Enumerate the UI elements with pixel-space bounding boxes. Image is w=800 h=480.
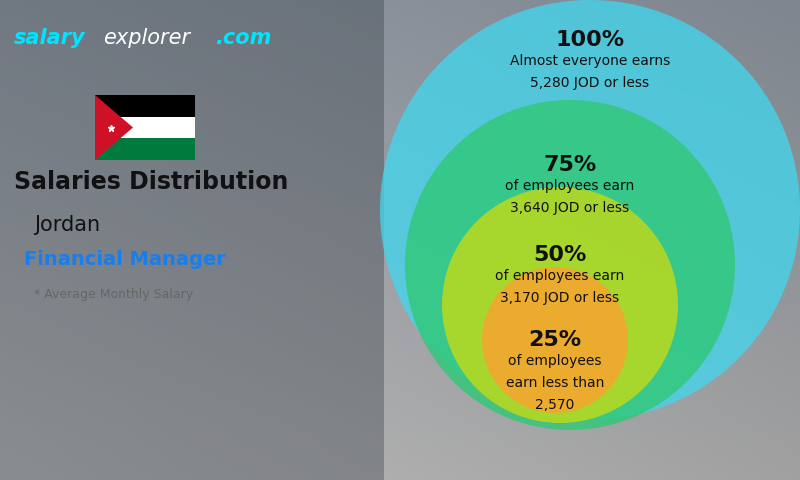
Text: 75%: 75%	[543, 155, 597, 175]
Text: 3,640 JOD or less: 3,640 JOD or less	[510, 201, 630, 215]
Polygon shape	[95, 95, 133, 160]
Circle shape	[482, 267, 628, 413]
Text: .com: .com	[215, 28, 271, 48]
Bar	[0, 0, 384, 480]
Text: 50%: 50%	[534, 245, 586, 265]
Text: earn less than: earn less than	[506, 376, 604, 390]
Text: salary: salary	[14, 28, 86, 48]
Text: 100%: 100%	[555, 30, 625, 50]
Text: Financial Manager: Financial Manager	[24, 250, 226, 269]
Text: 3,170 JOD or less: 3,170 JOD or less	[501, 291, 619, 305]
Text: Jordan: Jordan	[34, 215, 100, 235]
Bar	[95, 117, 195, 138]
Text: of employees earn: of employees earn	[506, 179, 634, 193]
Text: 5,280 JOD or less: 5,280 JOD or less	[530, 76, 650, 90]
Text: Almost everyone earns: Almost everyone earns	[510, 54, 670, 68]
Circle shape	[442, 187, 678, 423]
Text: of employees earn: of employees earn	[495, 269, 625, 283]
Text: * Average Monthly Salary: * Average Monthly Salary	[34, 288, 193, 301]
Bar	[95, 95, 195, 117]
Text: 25%: 25%	[529, 330, 582, 350]
Circle shape	[405, 100, 735, 430]
Text: Salaries Distribution: Salaries Distribution	[14, 170, 288, 194]
Text: 2,570: 2,570	[535, 398, 574, 412]
Circle shape	[380, 0, 800, 420]
Text: of employees: of employees	[508, 354, 602, 368]
Bar	[95, 138, 195, 160]
Text: explorer: explorer	[103, 28, 190, 48]
